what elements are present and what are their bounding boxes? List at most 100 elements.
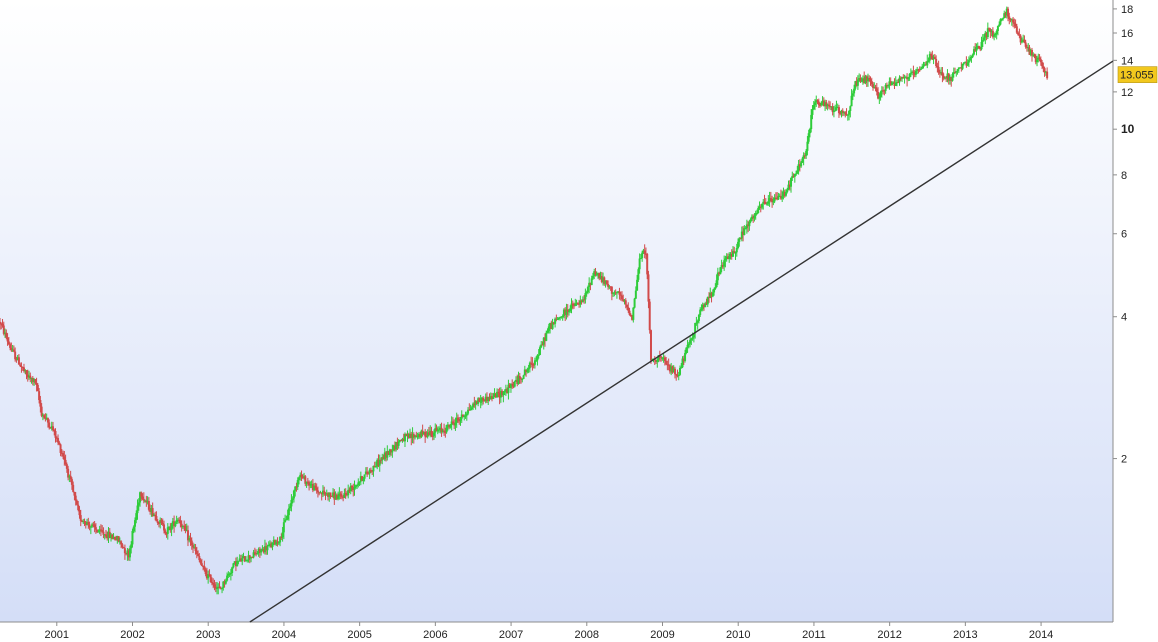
candle — [149, 504, 152, 515]
candle — [60, 449, 63, 457]
candle-body — [267, 545, 270, 547]
candle — [222, 581, 225, 591]
candle-body — [839, 113, 842, 115]
candle-body — [620, 295, 623, 300]
candle — [795, 170, 798, 177]
candle — [705, 298, 708, 306]
candle — [136, 499, 139, 520]
candle — [748, 220, 751, 231]
candle-body — [533, 360, 536, 365]
candle — [287, 504, 290, 521]
candle-body — [927, 60, 930, 62]
candle-body — [551, 322, 554, 329]
candle-body — [338, 493, 341, 497]
candle-body — [419, 434, 422, 438]
candle — [870, 77, 873, 87]
candle — [157, 521, 160, 528]
candle — [533, 357, 536, 369]
candle-body — [644, 253, 647, 255]
candle-body — [400, 439, 403, 441]
candle — [147, 497, 150, 512]
candle-body — [330, 495, 333, 497]
candle-body — [990, 30, 993, 33]
candle — [82, 518, 85, 525]
candle-body — [908, 73, 911, 78]
candle-body — [603, 277, 606, 284]
candle — [243, 556, 246, 563]
candle-body — [221, 587, 224, 589]
candle-body — [1005, 8, 1008, 16]
candle — [460, 410, 463, 423]
candle-body — [1027, 47, 1030, 49]
candle-body — [212, 582, 215, 585]
candle-body — [83, 521, 86, 523]
candle-body — [808, 129, 811, 134]
candle — [671, 365, 674, 374]
candle — [854, 80, 857, 91]
candle-body — [450, 421, 453, 426]
last-price-badge: 13.055 — [1117, 66, 1158, 83]
candle-body — [386, 451, 389, 458]
candle — [559, 316, 562, 321]
candle-body — [149, 509, 152, 512]
candle — [161, 518, 164, 527]
candle-body — [422, 431, 425, 435]
candle — [913, 70, 916, 78]
candle — [843, 111, 846, 116]
candle — [805, 148, 808, 159]
candle — [826, 103, 829, 111]
candle — [395, 441, 398, 452]
candle — [731, 246, 734, 257]
candle-body — [960, 67, 963, 69]
candle — [11, 345, 14, 352]
candle-body — [385, 452, 388, 458]
candle — [385, 451, 388, 462]
candle — [738, 237, 741, 247]
candle-body — [740, 231, 743, 239]
candle — [223, 579, 226, 588]
candle-body — [892, 82, 895, 84]
candle-body — [993, 34, 996, 37]
candle-body — [5, 332, 8, 338]
candle-body — [1023, 39, 1026, 43]
candle-body — [798, 164, 801, 167]
candle — [918, 66, 921, 73]
candle-body — [501, 391, 504, 396]
candle — [426, 429, 429, 439]
candle-body — [89, 526, 92, 528]
candle-body — [362, 478, 365, 481]
candle-body — [981, 40, 984, 42]
candle — [788, 180, 791, 191]
candle — [762, 198, 765, 210]
candle-body — [673, 368, 676, 375]
candle — [815, 95, 818, 107]
candle-body — [991, 30, 994, 37]
candle — [813, 98, 816, 111]
candle — [868, 75, 871, 83]
candle — [544, 333, 547, 347]
candle — [969, 54, 972, 62]
candle — [406, 430, 409, 443]
candle — [75, 499, 78, 506]
candle-body — [718, 272, 721, 275]
candle-body — [348, 489, 351, 492]
candle-body — [830, 106, 833, 108]
candle — [207, 570, 210, 584]
candle-body — [426, 432, 429, 437]
candle-body — [434, 428, 437, 433]
candle-body — [458, 420, 461, 422]
candle-body — [371, 470, 374, 472]
candle — [1020, 37, 1023, 44]
candle — [855, 77, 858, 87]
candle-body — [580, 300, 583, 302]
candle-body — [359, 476, 362, 482]
candle-body — [157, 522, 160, 524]
candle — [502, 390, 505, 403]
candle-body — [275, 541, 278, 545]
candle-body — [807, 133, 810, 142]
candle — [185, 523, 188, 532]
candle-body — [321, 490, 324, 495]
candle — [676, 369, 679, 378]
